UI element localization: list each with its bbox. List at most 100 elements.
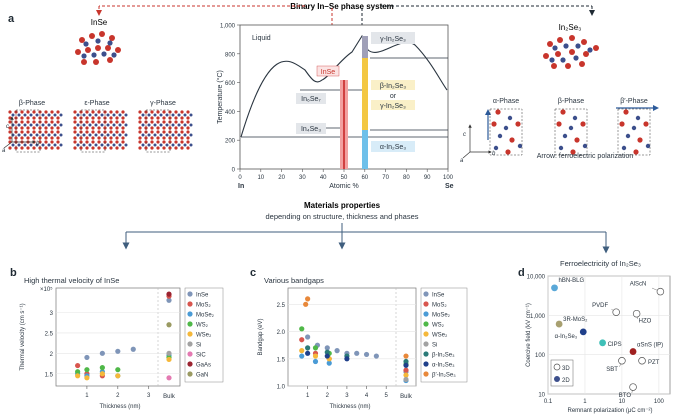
pc-point-MoS₂ bbox=[299, 337, 305, 343]
pc-xtick-label: 4 bbox=[365, 393, 369, 399]
top-title: Binary In–Se phase system bbox=[290, 2, 394, 11]
se-atom bbox=[574, 137, 580, 143]
se-atom bbox=[180, 110, 184, 114]
se-atom bbox=[174, 130, 178, 134]
se-atom bbox=[79, 136, 83, 140]
se-atom bbox=[14, 146, 18, 150]
pd2-xtick-label: 10 bbox=[619, 399, 626, 405]
se-atom bbox=[8, 126, 12, 130]
se-atom bbox=[156, 120, 160, 124]
in-atom bbox=[118, 133, 122, 137]
in2se3-phase-alpha-label: α-Phase bbox=[493, 98, 519, 105]
legend-3d-marker bbox=[553, 363, 561, 371]
panel-b-xlabel: Thickness (nm) bbox=[99, 404, 140, 410]
in-atom bbox=[59, 133, 63, 137]
panel-b-ylabel: Thermal velocity (cm s⁻¹) bbox=[20, 303, 26, 370]
pd2-point-label: SBT bbox=[606, 367, 618, 373]
se-atom bbox=[109, 116, 113, 120]
in-atom bbox=[35, 143, 39, 147]
crystal-axes-right: c a b bbox=[460, 124, 496, 164]
se-atom bbox=[115, 130, 119, 134]
se-atom bbox=[570, 149, 576, 155]
pc-legend-label: β′-In₂Se₃ bbox=[432, 373, 456, 379]
inse-phase-beta-label: β-Phase bbox=[19, 100, 45, 107]
se-atom bbox=[156, 116, 160, 120]
se-atom bbox=[91, 116, 95, 120]
in-atom bbox=[177, 123, 181, 127]
se-atom bbox=[156, 146, 160, 150]
in-atom bbox=[29, 133, 33, 137]
pc-bulk-point-β′-In₂Se₃ bbox=[403, 353, 409, 359]
pc-bulk-point-MoS₂ bbox=[403, 367, 409, 373]
pd2-ytick-label: 100 bbox=[535, 353, 546, 359]
se-atom bbox=[97, 140, 101, 144]
pb-legend-marker bbox=[187, 301, 193, 307]
pc-legend-marker bbox=[423, 331, 429, 337]
pd2-point-BTO bbox=[629, 383, 637, 391]
se-atom bbox=[20, 130, 24, 134]
inse-cluster-illustration bbox=[75, 31, 121, 65]
pb-point-WSe₂ bbox=[115, 373, 121, 379]
in-atom bbox=[11, 113, 15, 117]
panel-d-xlabel: Remnant polarization (μC cm⁻²) bbox=[568, 408, 653, 414]
se-atom bbox=[186, 110, 190, 114]
unit-cell-box bbox=[617, 108, 651, 156]
axis-b-left: b bbox=[36, 141, 40, 147]
in-atom bbox=[88, 133, 92, 137]
pd-xtick-label: 60 bbox=[361, 175, 368, 181]
se-atom bbox=[56, 120, 60, 124]
se-atom bbox=[56, 116, 60, 120]
se-atom bbox=[150, 146, 154, 150]
se-atom bbox=[91, 146, 95, 150]
se-atom bbox=[44, 130, 48, 134]
in-atom bbox=[141, 113, 145, 117]
pb-bulk-point-GaN bbox=[166, 322, 172, 328]
in-atom bbox=[124, 143, 128, 147]
pd-ytick-label: 0 bbox=[232, 168, 236, 174]
in-atom bbox=[59, 123, 63, 127]
in-atom bbox=[47, 133, 51, 137]
in-atom bbox=[112, 133, 116, 137]
se-atom bbox=[168, 146, 172, 150]
in-atom bbox=[582, 143, 588, 149]
in-atom bbox=[124, 113, 128, 117]
se-atom bbox=[85, 116, 89, 120]
pb-point-InSe bbox=[99, 350, 105, 356]
in-atom bbox=[124, 133, 128, 137]
alpha-bar bbox=[362, 130, 368, 169]
pc-point-WSe₂ bbox=[312, 353, 319, 359]
in-atom bbox=[118, 113, 122, 117]
pb-ytick-label: 2 bbox=[50, 352, 54, 358]
pd2-point-label: αSnS (IP) bbox=[637, 343, 663, 349]
in-atom bbox=[141, 123, 145, 127]
panel-c-chart: 1.0 1.5 2.0 2.5 1 2 3 4 5 Bandgap (eV) Thickness… bbox=[258, 287, 468, 410]
in-atom bbox=[59, 143, 63, 147]
se-atom bbox=[44, 110, 48, 114]
se-atom bbox=[174, 110, 178, 114]
se-atom bbox=[20, 110, 24, 114]
in-atom bbox=[645, 143, 651, 149]
se-atom bbox=[91, 110, 95, 114]
in-atom bbox=[76, 133, 80, 137]
pb-point-WSe₂ bbox=[99, 371, 105, 377]
se-atom bbox=[121, 110, 125, 114]
se-atom bbox=[32, 136, 36, 140]
unit-cell-box bbox=[145, 109, 171, 153]
pc-point-InSe bbox=[324, 345, 330, 351]
in-atom bbox=[100, 123, 104, 127]
pb-legend-label: Si bbox=[196, 343, 201, 349]
pd-beta-label: β-In₂Se₃ bbox=[380, 83, 406, 90]
in-atom bbox=[100, 143, 104, 147]
in-atom bbox=[94, 143, 98, 147]
se-atom bbox=[8, 120, 12, 124]
in-atom bbox=[82, 113, 86, 117]
se-atom bbox=[505, 149, 511, 155]
in-atom bbox=[503, 125, 509, 131]
inse-phase-gamma-label: γ-Phase bbox=[150, 100, 176, 107]
in-atom bbox=[165, 133, 169, 137]
se-atom bbox=[32, 110, 36, 114]
se-atom bbox=[556, 121, 562, 127]
pc-point-β-In₂Se₃ bbox=[324, 349, 330, 355]
